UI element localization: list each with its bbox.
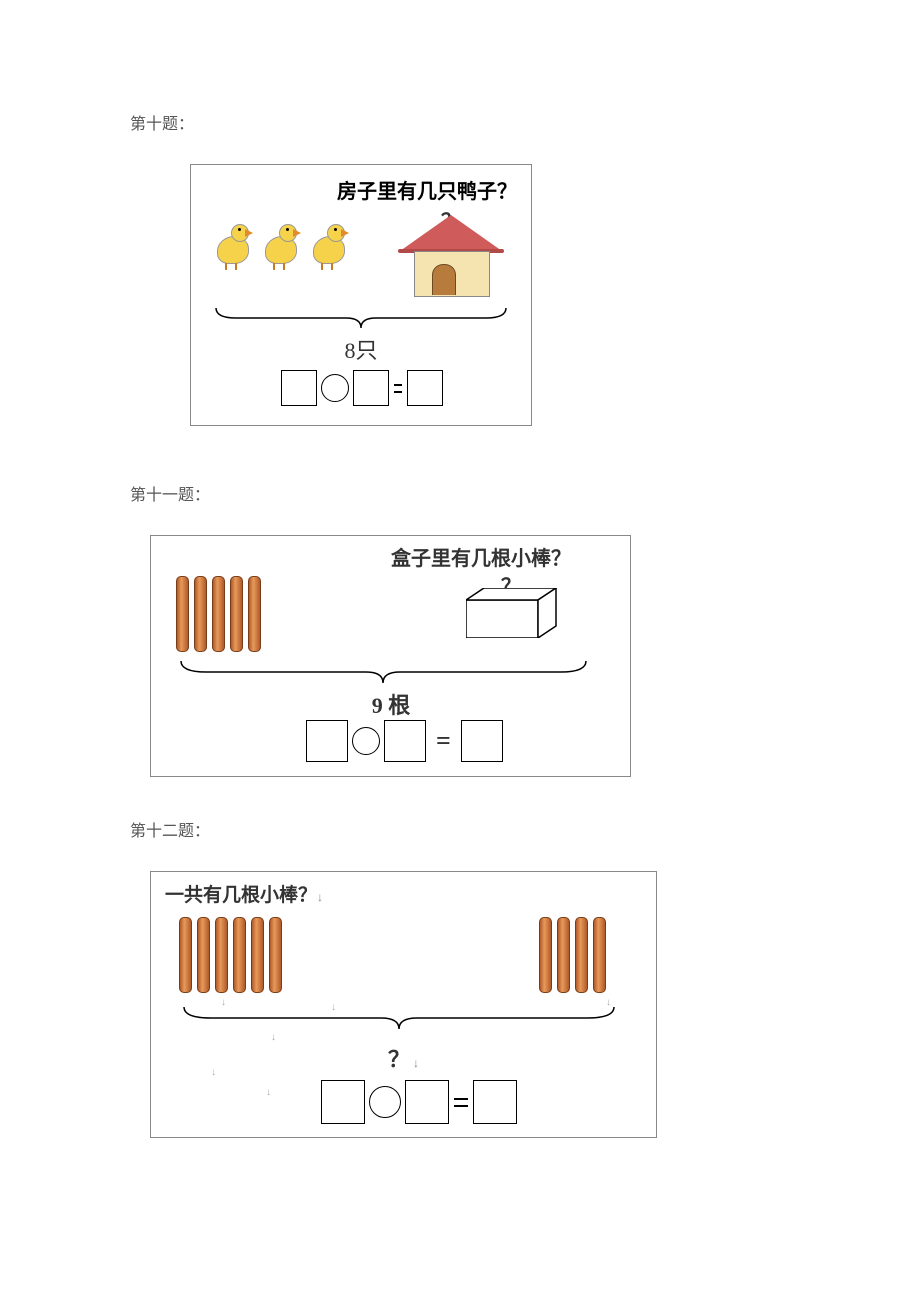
equals-icon: [393, 384, 403, 393]
problem-12-label: 第十二题：: [130, 817, 790, 841]
stick-icon: [215, 917, 228, 993]
problem-10: 第十题： 房子里有几只鸭子？ ？ 8只: [130, 110, 790, 426]
duck-group: [211, 220, 349, 270]
answer-box[interactable]: [353, 370, 389, 406]
brace-icon: [211, 303, 511, 333]
answer-box[interactable]: [306, 720, 348, 762]
answer-box[interactable]: [407, 370, 443, 406]
stick-group-left: [179, 917, 282, 993]
stick-group-right: [539, 917, 606, 993]
equals-icon: [453, 1098, 469, 1107]
problem-10-total: 8只: [191, 333, 531, 365]
stick-icon: [230, 576, 243, 652]
stick-icon: [176, 576, 189, 652]
duck-icon: [211, 220, 253, 270]
answer-box[interactable]: [405, 1080, 449, 1124]
duck-icon: [259, 220, 301, 270]
problem-10-question: 房子里有几只鸭子？: [337, 175, 517, 204]
problem-11-question: 盒子里有几根小棒？: [391, 542, 571, 571]
brace-icon: [176, 656, 591, 688]
problem-12-panel: 一共有几根小棒？↓ ？ ↓ ↓ ↓ ↓ ↓ ↓ ↓: [150, 871, 657, 1138]
problem-11-label: 第十一题：: [130, 481, 790, 505]
problem-12-question: 一共有几根小棒？↓: [165, 880, 323, 907]
answer-box[interactable]: [384, 720, 426, 762]
stick-icon: [593, 917, 606, 993]
problem-11-equation: =: [306, 720, 503, 762]
stick-icon: [248, 576, 261, 652]
stick-icon: [269, 917, 282, 993]
equals-icon: =: [430, 726, 457, 756]
stick-icon: [251, 917, 264, 993]
problem-11: 第十一题： 盒子里有几根小棒？ ？ 9 根 =: [130, 481, 790, 777]
problem-12-equation: [321, 1080, 517, 1124]
worksheet-page: 第十题： 房子里有几只鸭子？ ？ 8只: [0, 0, 920, 1178]
box-icon: [466, 588, 566, 638]
house-icon: [406, 215, 496, 295]
answer-box[interactable]: [461, 720, 503, 762]
brace-icon: [179, 1002, 619, 1034]
stick-icon: [179, 917, 192, 993]
answer-box[interactable]: [473, 1080, 517, 1124]
stick-icon: [233, 917, 246, 993]
problem-12: 第十二题： 一共有几根小棒？↓ ？ ↓ ↓ ↓ ↓ ↓ ↓ ↓: [130, 817, 790, 1138]
problem-10-panel: 房子里有几只鸭子？ ？ 8只: [190, 164, 532, 426]
problem-11-total: 9 根: [151, 688, 631, 720]
problem-10-equation: [281, 370, 443, 406]
answer-box[interactable]: [281, 370, 317, 406]
answer-box[interactable]: [321, 1080, 365, 1124]
stick-icon: [539, 917, 552, 993]
stick-icon: [575, 917, 588, 993]
operator-circle[interactable]: [352, 727, 380, 755]
problem-11-panel: 盒子里有几根小棒？ ？ 9 根 =: [150, 535, 631, 777]
stick-icon: [212, 576, 225, 652]
duck-icon: [307, 220, 349, 270]
operator-circle[interactable]: [321, 374, 349, 402]
stick-icon: [194, 576, 207, 652]
stick-group: [176, 576, 261, 652]
problem-10-label: 第十题：: [130, 110, 790, 134]
operator-circle[interactable]: [369, 1086, 401, 1118]
stick-icon: [557, 917, 570, 993]
problem-12-qmark: ？ ↓: [151, 1042, 656, 1074]
stick-icon: [197, 917, 210, 993]
